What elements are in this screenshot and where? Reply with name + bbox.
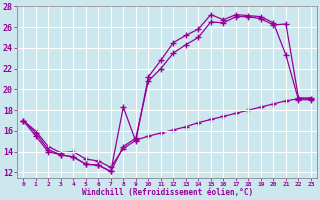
X-axis label: Windchill (Refroidissement éolien,°C): Windchill (Refroidissement éolien,°C)	[82, 188, 253, 197]
